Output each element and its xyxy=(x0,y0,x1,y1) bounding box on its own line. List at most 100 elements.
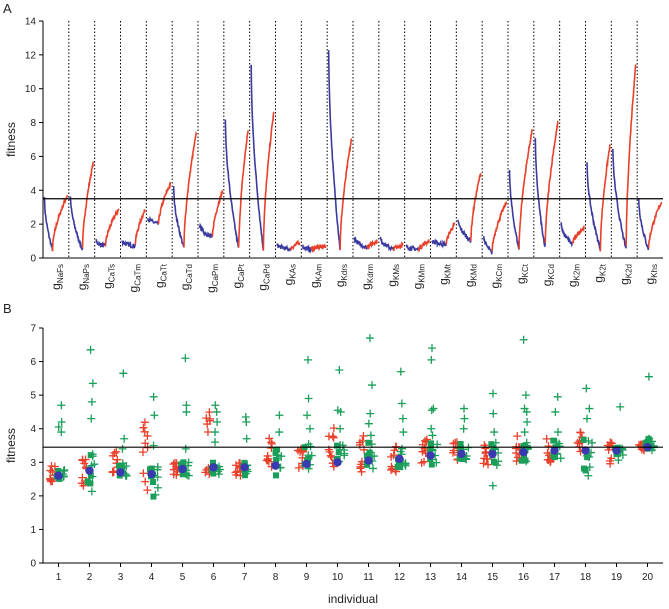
panel-a-curve-right xyxy=(262,111,275,251)
green-outlier-point xyxy=(519,335,528,344)
param-label-sub: Kdrs xyxy=(340,264,349,280)
panel-a-curve-left xyxy=(95,238,107,248)
green-square-point xyxy=(457,440,464,447)
green-cross-point xyxy=(88,472,97,481)
blue-center-point xyxy=(85,466,94,475)
green-square-point xyxy=(150,479,157,486)
green-cross-point xyxy=(396,447,405,456)
green-outlier-point xyxy=(275,411,284,420)
green-outlier-point xyxy=(119,369,128,378)
panel-a-curve-right xyxy=(237,130,249,248)
green-outlier-point xyxy=(583,414,592,423)
panel-a-param-label: gKMt xyxy=(436,263,452,285)
red-cross-point xyxy=(573,438,582,447)
param-label-sub: CaTm xyxy=(133,264,142,286)
green-square-point xyxy=(87,452,94,459)
param-label-base: g xyxy=(230,282,244,289)
red-cross-point xyxy=(138,448,147,457)
panel-a-ytick-label: 0 xyxy=(30,254,36,265)
panel-a-curve-right xyxy=(183,130,198,248)
green-outlier-point xyxy=(242,418,251,426)
green-outlier-point xyxy=(428,431,437,440)
param-label-sub: KMs xyxy=(392,264,401,280)
panel-a-ylabel: fitness xyxy=(4,122,18,157)
panel-a-curve-right xyxy=(310,243,327,253)
panel-b-xtick-label: 9 xyxy=(304,572,310,583)
panel-a-curve-right xyxy=(289,239,301,251)
red-cross-point xyxy=(143,431,152,440)
green-outlier-point xyxy=(397,399,406,408)
green-outlier-point xyxy=(522,407,531,416)
panel-a-param-label: gKMd xyxy=(462,264,478,287)
param-label-sub: CaPm xyxy=(211,264,220,287)
panel-b-ytick-label: 1 xyxy=(30,525,36,536)
green-cross-point xyxy=(556,454,565,463)
panel-a-curve-right xyxy=(366,239,378,251)
param-label-base: g xyxy=(152,281,166,288)
green-outlier-point xyxy=(211,438,220,447)
green-outlier-point xyxy=(398,414,407,423)
green-cross-point xyxy=(522,438,531,447)
panel-a-param-label: gKCm xyxy=(488,264,504,289)
green-square-point xyxy=(550,437,557,444)
green-square-point xyxy=(550,452,557,459)
green-outlier-point xyxy=(460,404,469,413)
param-label-sub: Khs xyxy=(650,264,659,278)
panel-a-ytick-label: 6 xyxy=(30,152,36,163)
red-cross-point xyxy=(143,486,152,495)
green-square-point xyxy=(490,458,497,465)
red-cross-point xyxy=(113,455,122,464)
green-outlier-point xyxy=(459,424,468,433)
panel-a-ytick-label: 12 xyxy=(25,50,37,61)
green-cross-point xyxy=(338,441,347,450)
red-cross-point xyxy=(546,456,555,465)
green-square-point xyxy=(150,493,157,500)
param-label-sub: CaTs xyxy=(108,264,117,282)
panel-a-param-label: gCaTd xyxy=(178,264,194,290)
green-outlier-point xyxy=(87,414,96,423)
green-cross-point xyxy=(272,451,281,460)
red-cross-point xyxy=(267,438,276,447)
param-label-base: g xyxy=(566,280,580,287)
panel-a-curve-left xyxy=(69,196,84,251)
red-cross-point xyxy=(606,438,615,447)
green-outlier-point xyxy=(553,428,562,437)
panel-a-label: A xyxy=(3,1,12,16)
panel-a-curve-right xyxy=(599,144,611,252)
panel-a-curve-right xyxy=(571,225,585,244)
red-cross-point xyxy=(356,462,365,471)
green-square-point xyxy=(147,466,154,473)
panel-a-curve-left xyxy=(534,137,547,247)
green-outlier-point xyxy=(54,423,63,432)
red-cross-point xyxy=(205,414,214,423)
panel-a-curve-right xyxy=(339,138,353,251)
green-outlier-point xyxy=(211,428,220,437)
panel-a-curve-left xyxy=(121,239,137,250)
green-outlier-point xyxy=(489,409,498,418)
param-label-base: g xyxy=(643,278,657,285)
param-label-base: g xyxy=(49,283,63,290)
red-cross-point xyxy=(264,454,273,463)
green-square-point xyxy=(581,465,588,472)
green-outlier-point xyxy=(335,365,344,374)
panel-a-param-label: gCaPt xyxy=(230,263,246,288)
green-outlier-point xyxy=(396,367,405,376)
red-cross-point xyxy=(139,469,148,478)
panel-a-curve-left xyxy=(560,222,573,248)
green-cross-point xyxy=(87,487,96,496)
param-label-sub: NaPs xyxy=(82,264,91,284)
green-cross-point xyxy=(494,457,503,466)
green-square-point xyxy=(87,472,94,479)
param-label-sub: KMt xyxy=(443,263,452,278)
param-label-base: g xyxy=(411,283,425,290)
param-label-base: g xyxy=(488,282,502,289)
green-cross-point xyxy=(401,460,410,469)
panel-a-curve-left xyxy=(482,236,493,255)
param-label-base: g xyxy=(540,280,554,287)
panel-a-curve-right xyxy=(51,195,69,252)
green-outlier-point xyxy=(366,409,375,418)
panel-a-curve-right xyxy=(544,120,559,243)
